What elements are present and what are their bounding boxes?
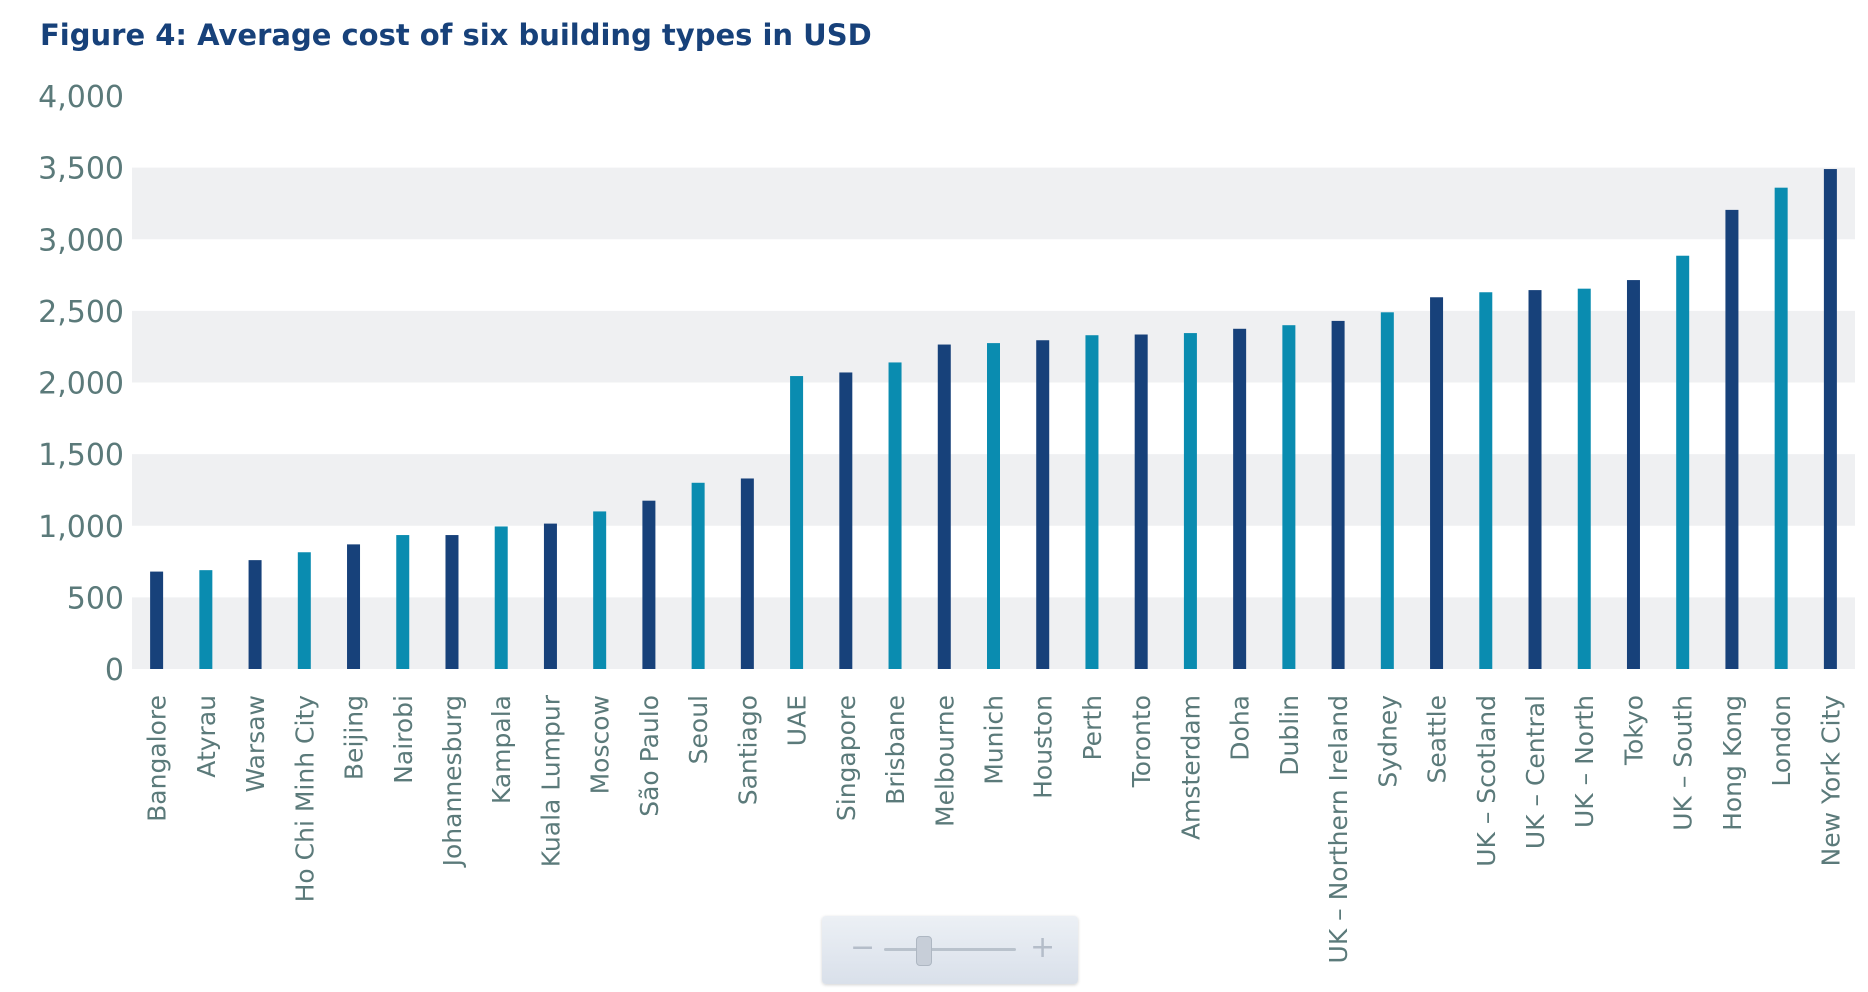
x-tick-label: Seattle xyxy=(1423,695,1452,784)
x-tick-label: Seoul xyxy=(684,695,713,764)
x-tick-label: Ho Chi Minh City xyxy=(290,695,319,903)
bar xyxy=(1528,290,1542,669)
x-tick-label: UK – Scotland xyxy=(1472,695,1501,867)
zoom-out-button[interactable]: − xyxy=(850,930,876,965)
x-tick-label: Doha xyxy=(1226,695,1255,761)
grid-band xyxy=(132,167,1855,240)
x-tick-label: Beijing xyxy=(340,695,369,780)
x-tick-label: New York City xyxy=(1816,695,1845,867)
x-tick-label: Dublin xyxy=(1275,695,1304,776)
x-tick-label: Atyrau xyxy=(192,695,221,778)
y-tick-label: 1,500 xyxy=(38,438,124,473)
x-tick-label: Tokyo xyxy=(1619,695,1648,766)
zoom-control[interactable]: − + xyxy=(822,916,1078,984)
x-tick-label: UK – Northern Ireland xyxy=(1324,695,1353,963)
x-tick-label: UAE xyxy=(783,695,812,746)
bar xyxy=(1134,334,1148,669)
bar xyxy=(199,570,213,669)
bar xyxy=(740,478,754,669)
x-tick-label: Kampala xyxy=(487,695,516,804)
bar xyxy=(1479,292,1493,669)
x-tick-label: Toronto xyxy=(1127,695,1156,788)
x-tick-label: Nairobi xyxy=(389,695,418,784)
x-tick-label: Amsterdam xyxy=(1176,695,1205,840)
bar xyxy=(150,571,164,669)
bar xyxy=(1626,280,1640,669)
bar xyxy=(888,362,902,669)
x-tick-label: Kuala Lumpur xyxy=(536,694,565,867)
x-tick-label: Bangalore xyxy=(143,695,172,822)
x-tick-label: Warsaw xyxy=(241,695,270,793)
x-tick-label: Johannesburg xyxy=(438,695,467,868)
y-tick-label: 2,000 xyxy=(38,367,124,402)
x-tick-label: Melbourne xyxy=(930,695,959,827)
bar xyxy=(790,376,804,669)
y-tick-label: 3,500 xyxy=(38,152,124,187)
y-tick-label: 1,000 xyxy=(38,510,124,545)
bar xyxy=(297,552,311,669)
bar xyxy=(248,560,262,669)
y-tick-label: 4,000 xyxy=(38,80,124,115)
bar xyxy=(1233,328,1247,669)
bar xyxy=(396,535,410,669)
x-tick-label: Sydney xyxy=(1373,695,1402,788)
zoom-slider-handle[interactable] xyxy=(916,936,932,966)
y-tick-label: 2,500 xyxy=(38,295,124,330)
bar xyxy=(1085,335,1099,669)
bar xyxy=(1823,169,1837,669)
x-tick-label: UK – South xyxy=(1669,695,1698,831)
x-tick-label: UK – Central xyxy=(1521,695,1550,849)
x-tick-label: Houston xyxy=(1029,695,1058,799)
bar xyxy=(1577,288,1591,669)
bar xyxy=(642,500,656,669)
bar xyxy=(445,535,459,669)
bar xyxy=(987,343,1000,669)
bar xyxy=(543,523,557,669)
x-tick-label: Hong Kong xyxy=(1718,695,1747,831)
y-tick-label: 0 xyxy=(105,653,124,688)
x-tick-label: São Paulo xyxy=(635,695,664,817)
bar xyxy=(839,372,853,669)
y-tick-label: 500 xyxy=(67,581,124,616)
bar xyxy=(1725,209,1739,670)
bar xyxy=(347,544,361,669)
x-tick-label: Munich xyxy=(980,695,1009,785)
chart-title: Figure 4: Average cost of six building t… xyxy=(40,18,872,52)
bar xyxy=(494,526,508,669)
x-tick-label: Santiago xyxy=(733,695,762,805)
x-tick-label: Singapore xyxy=(832,695,861,821)
bar xyxy=(691,482,705,669)
x-tick-label: London xyxy=(1767,695,1796,787)
bar xyxy=(1676,255,1690,669)
zoom-in-button[interactable]: + xyxy=(1030,930,1056,965)
bar xyxy=(1183,333,1197,669)
bar xyxy=(1430,297,1444,669)
bar xyxy=(1331,320,1345,669)
y-tick-label: 3,000 xyxy=(38,223,124,258)
x-tick-label: Perth xyxy=(1078,695,1107,761)
bar xyxy=(937,344,951,669)
bar xyxy=(1380,312,1394,669)
x-tick-label: Moscow xyxy=(586,695,615,794)
bar xyxy=(593,511,607,669)
zoom-slider-track[interactable] xyxy=(884,948,1016,951)
x-tick-label: UK – North xyxy=(1570,695,1599,828)
bar xyxy=(1774,187,1788,669)
bar xyxy=(1282,325,1296,669)
bar xyxy=(1036,340,1050,669)
x-tick-label: Brisbane xyxy=(881,695,910,805)
